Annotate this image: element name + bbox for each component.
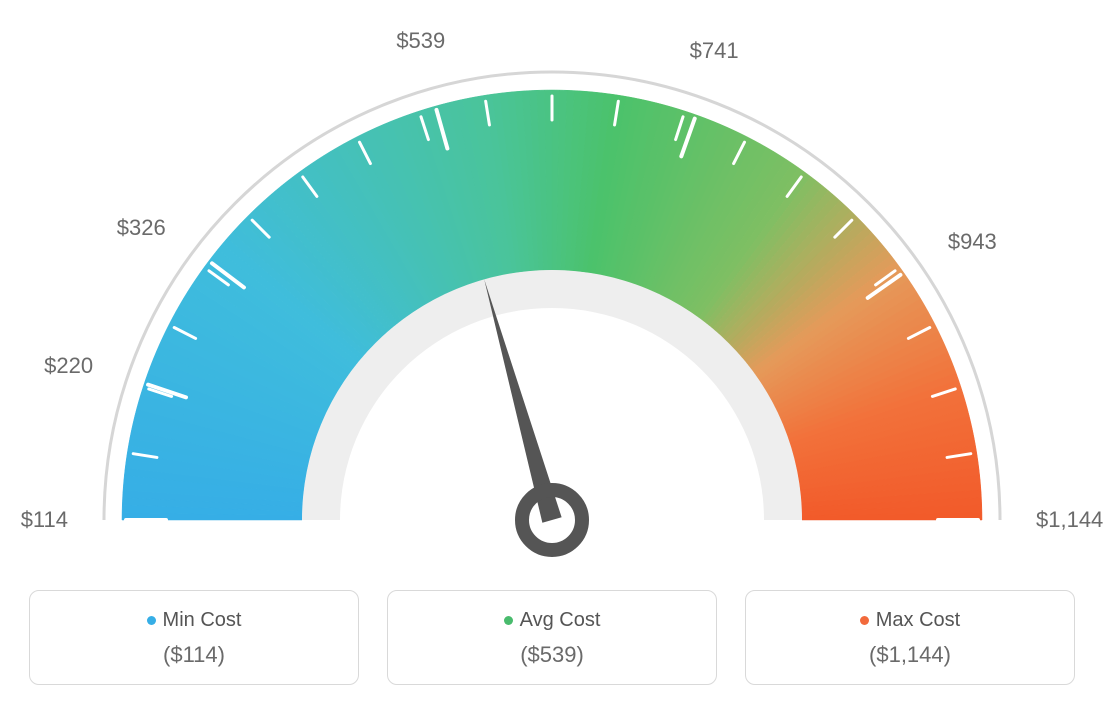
gauge-tick-label: $741 — [690, 38, 739, 64]
min-cost-card: Min Cost ($114) — [29, 590, 359, 685]
gauge-tick-label: $943 — [948, 229, 997, 255]
gauge-tick-label: $114 — [21, 507, 68, 533]
min-cost-label-row: Min Cost — [40, 609, 348, 632]
min-cost-label: Min Cost — [163, 609, 242, 631]
avg-cost-label-row: Avg Cost — [398, 609, 706, 632]
gauge-tick-label: $326 — [117, 215, 166, 241]
avg-dot-icon — [504, 616, 513, 625]
gauge-tick-label: $1,144 — [1036, 507, 1103, 533]
gauge-tick-label: $539 — [396, 28, 445, 54]
avg-cost-value: ($539) — [398, 642, 706, 668]
min-dot-icon — [147, 616, 156, 625]
max-dot-icon — [860, 616, 869, 625]
min-cost-value: ($114) — [40, 642, 348, 668]
max-cost-value: ($1,144) — [756, 642, 1064, 668]
gauge-svg — [22, 20, 1082, 580]
gauge-tick-label: $220 — [44, 353, 93, 379]
max-cost-label-row: Max Cost — [756, 609, 1064, 632]
max-cost-label: Max Cost — [876, 609, 960, 631]
avg-cost-card: Avg Cost ($539) — [387, 590, 717, 685]
gauge-chart: $114$220$326$539$741$943$1,144 — [22, 20, 1082, 580]
summary-cards: Min Cost ($114) Avg Cost ($539) Max Cost… — [20, 590, 1084, 685]
avg-cost-label: Avg Cost — [520, 609, 601, 631]
max-cost-card: Max Cost ($1,144) — [745, 590, 1075, 685]
